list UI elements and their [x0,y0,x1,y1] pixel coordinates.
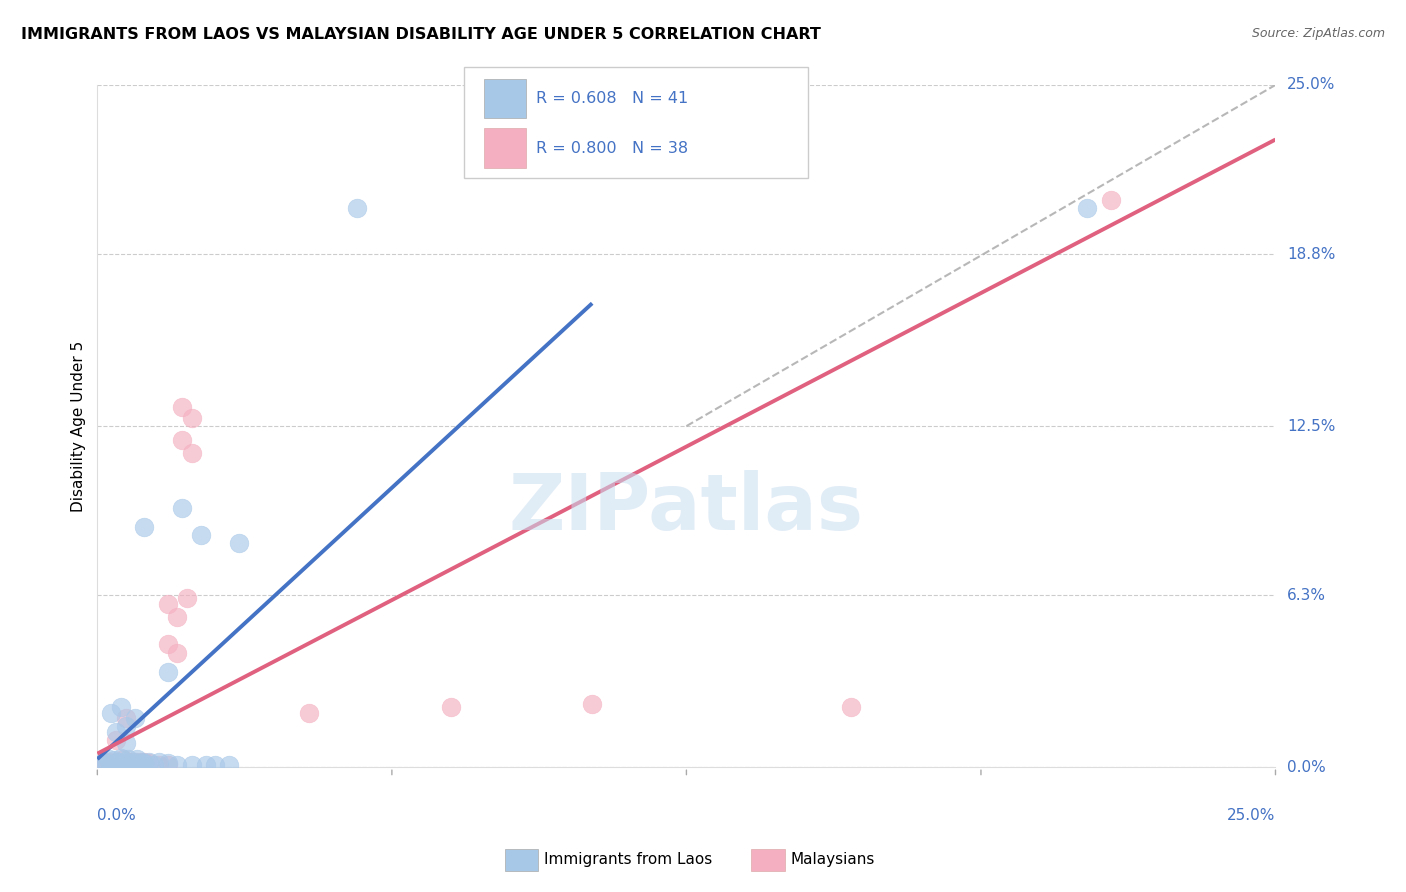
Point [121,755,143,769]
Point [157,637,180,651]
Point [98,755,121,769]
Point [228,536,250,550]
Point [110,700,132,714]
Point [120,756,142,771]
Text: 0.0%: 0.0% [97,808,136,823]
Point [114,757,136,772]
Point [105,724,128,739]
Point [127,752,149,766]
Text: 25.0%: 25.0% [1227,808,1275,823]
Point [117,755,139,769]
Point [107,755,129,769]
Point [127,756,149,771]
Point [91,757,114,772]
Text: Immigrants from Laos: Immigrants from Laos [544,853,713,867]
Point [100,756,122,771]
Point [172,433,194,447]
Point [298,706,321,720]
Point [103,754,125,768]
Text: R = 0.800   N = 38: R = 0.800 N = 38 [536,141,688,155]
Point [157,597,180,611]
Point [176,591,198,605]
Point [112,757,135,772]
Point [100,757,122,772]
Text: R = 0.608   N = 41: R = 0.608 N = 41 [536,91,688,106]
Point [218,757,240,772]
Point [157,757,180,772]
Point [440,700,463,714]
Point [841,700,863,714]
Point [134,520,156,534]
Text: 6.3%: 6.3% [1288,588,1326,603]
Point [131,755,153,769]
Point [346,201,368,215]
Text: 12.5%: 12.5% [1288,418,1336,434]
Point [128,757,150,772]
Point [124,757,146,772]
Point [96,757,118,772]
Point [581,698,603,712]
Point [138,756,160,771]
Text: ZIPatlas: ZIPatlas [509,470,863,546]
Point [114,711,136,725]
Point [124,755,146,769]
Point [142,757,165,772]
Point [131,757,153,772]
Point [190,528,212,542]
Text: Source: ZipAtlas.com: Source: ZipAtlas.com [1251,27,1385,40]
Point [157,756,180,771]
Point [98,752,121,766]
Point [110,756,132,771]
Point [180,446,202,460]
Point [93,755,115,769]
Point [166,757,188,772]
Point [114,736,136,750]
Point [107,757,129,772]
Text: IMMIGRANTS FROM LAOS VS MALAYSIAN DISABILITY AGE UNDER 5 CORRELATION CHART: IMMIGRANTS FROM LAOS VS MALAYSIAN DISABI… [21,27,821,42]
Point [100,706,122,720]
Point [96,756,118,771]
Text: 18.8%: 18.8% [1288,247,1336,261]
Point [172,500,194,515]
Point [124,711,146,725]
Point [120,756,142,771]
Text: 25.0%: 25.0% [1288,78,1336,93]
Point [121,757,143,772]
Point [1076,201,1098,215]
Point [110,750,132,764]
Point [138,755,160,769]
Point [166,610,188,624]
Point [148,755,170,769]
Point [157,665,180,679]
Point [112,752,135,766]
Point [117,752,139,766]
Point [91,757,114,772]
Point [93,756,115,771]
Point [134,756,156,771]
Point [1099,193,1122,207]
Point [128,755,150,769]
Point [105,733,128,747]
Point [114,719,136,733]
Point [180,411,202,425]
Y-axis label: Disability Age Under 5: Disability Age Under 5 [72,341,86,512]
Point [105,756,128,771]
Point [114,755,136,769]
Point [103,757,125,772]
Point [204,757,226,772]
Point [134,755,156,769]
Point [148,757,170,772]
Point [194,757,217,772]
Text: Malaysians: Malaysians [790,853,875,867]
Point [105,755,128,769]
Point [172,400,194,414]
Point [166,646,188,660]
Text: 0.0%: 0.0% [1288,760,1326,775]
Point [180,757,202,772]
